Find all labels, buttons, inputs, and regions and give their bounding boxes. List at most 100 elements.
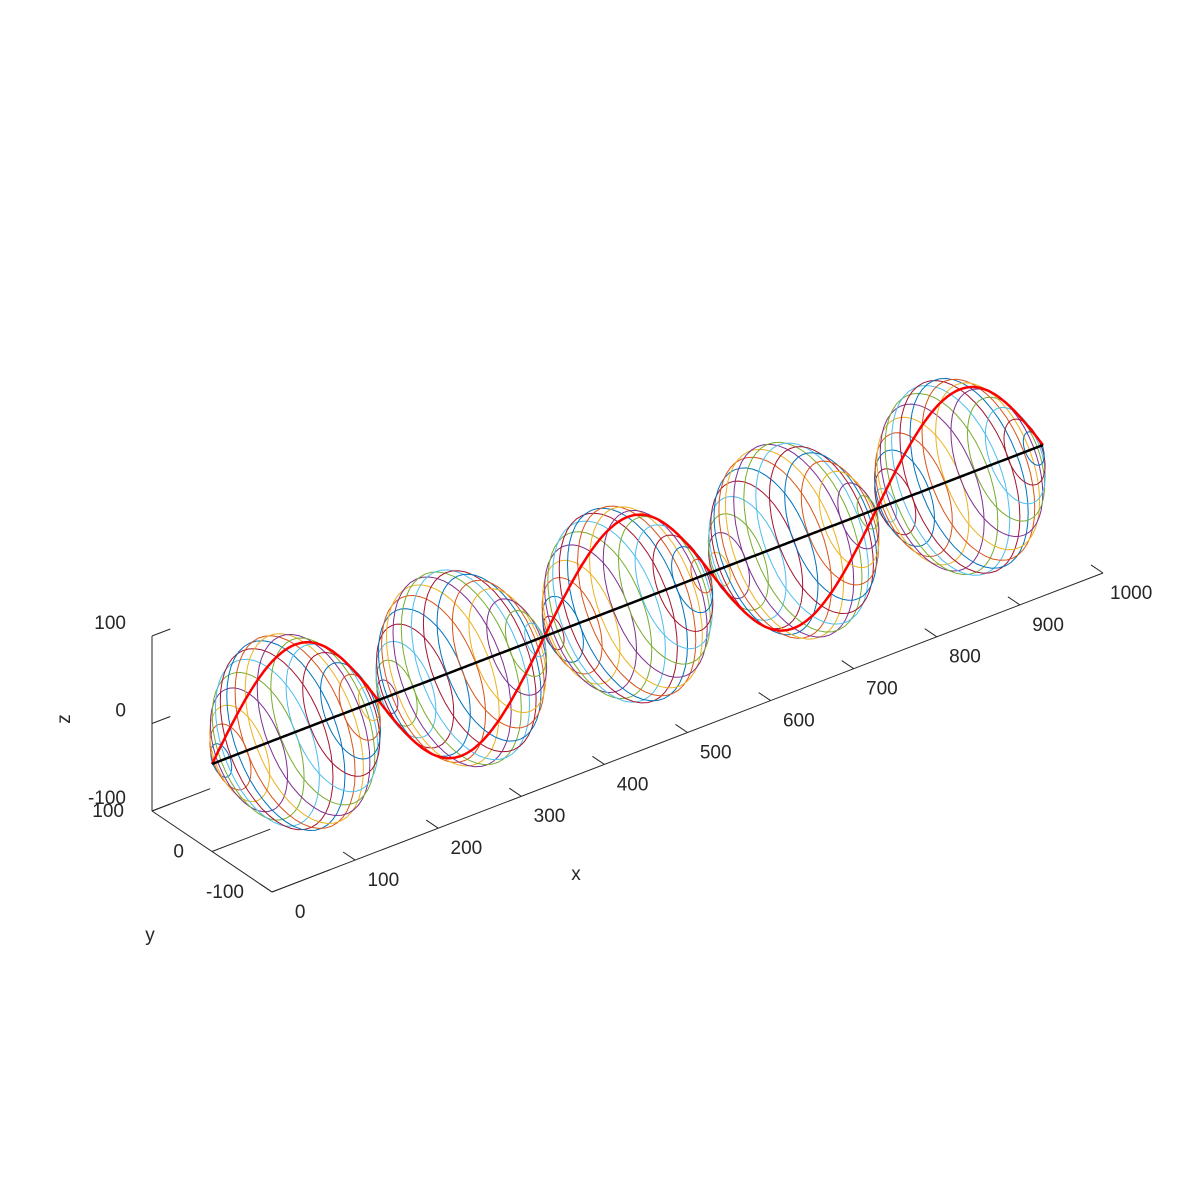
- ring-line: [319, 662, 382, 760]
- ring-line: [921, 378, 1036, 561]
- x-tick-label: 500: [700, 742, 732, 763]
- z-tick-mark: [151, 716, 171, 724]
- ring-line: [909, 377, 1029, 569]
- x-tick-mark: [1090, 564, 1104, 574]
- ring-line: [422, 570, 537, 753]
- series-lines: [210, 385, 1044, 766]
- ring-line: [671, 546, 714, 614]
- ring-line: [377, 608, 471, 757]
- x-tick-mark: [758, 692, 771, 702]
- center-axis-line: [211, 443, 1044, 766]
- ring-line: [755, 442, 870, 625]
- ring-line: [724, 448, 845, 640]
- ring-line: [950, 388, 1044, 538]
- x-tick-mark: [924, 628, 938, 638]
- x-tick-mark: [1007, 596, 1021, 606]
- ring-line: [617, 515, 711, 665]
- x-tick-mark: [675, 723, 688, 733]
- x-tick-label: 1000: [1110, 583, 1152, 604]
- x-tick-label: 900: [1032, 615, 1064, 636]
- z-axis-label: z: [54, 714, 75, 724]
- x-tick-mark: [259, 883, 273, 893]
- y-tick-mark: [211, 828, 271, 852]
- x-tick-label: 800: [949, 647, 981, 668]
- x-tick-label: 0: [295, 902, 306, 923]
- ring-line: [602, 509, 708, 678]
- ring-line: [400, 571, 522, 766]
- ring-line: [589, 506, 703, 689]
- ring-line: [1022, 431, 1045, 466]
- ring-line: [690, 558, 713, 594]
- ring-line: [541, 595, 584, 663]
- z-tick-label: 0: [115, 701, 126, 722]
- y-tick-label: 0: [173, 842, 184, 863]
- x-tick-mark: [592, 755, 605, 765]
- ring-line: [544, 544, 638, 694]
- z-tick-label: -100: [88, 788, 126, 809]
- ring-line: [486, 598, 548, 696]
- x-tick-label: 400: [617, 774, 649, 795]
- x-tick-label: 100: [367, 870, 399, 891]
- ring-line: [524, 622, 547, 658]
- tick-labels: 01002003004005006007008009001000-1000100…: [88, 583, 1152, 923]
- z-tick-mark: [151, 628, 171, 637]
- x-tick-mark: [509, 787, 522, 797]
- ring-line: [577, 505, 697, 697]
- ring-line: [710, 480, 804, 630]
- ring-line: [392, 576, 512, 768]
- ring-line: [884, 392, 999, 576]
- ring-line: [743, 441, 863, 633]
- ring-line: [874, 432, 953, 558]
- y-tick-label: -100: [206, 882, 244, 903]
- ring-line: [285, 643, 379, 793]
- ring-line: [818, 470, 880, 569]
- x-tick-mark: [425, 819, 439, 829]
- ring-line: [873, 449, 936, 547]
- ring-line: [935, 382, 1041, 551]
- ring-line: [214, 658, 320, 827]
- ring-line: [211, 671, 305, 821]
- x-tick-mark: [841, 660, 854, 670]
- ring-line: [837, 482, 880, 550]
- sine-wave-line: [210, 385, 1044, 765]
- z-tick-mark: [151, 803, 171, 812]
- ring-line: [874, 468, 917, 536]
- ring-line: [209, 687, 289, 813]
- ring-line: [219, 648, 334, 831]
- z-tick-label: 100: [94, 613, 126, 634]
- ring-surface: [209, 377, 1046, 832]
- ring-line: [436, 573, 542, 742]
- ring-line: [558, 512, 678, 704]
- y-axis-label: y: [145, 925, 155, 946]
- ring-line: [542, 559, 621, 685]
- ring-line: [234, 635, 356, 829]
- ring-line: [338, 673, 381, 741]
- ring-line: [256, 633, 371, 817]
- ring-line: [768, 446, 874, 615]
- ring-line: [784, 452, 878, 601]
- ring-line: [733, 443, 855, 638]
- ring-line: [856, 495, 879, 530]
- ring-line: [879, 403, 985, 572]
- x-tick-label: 700: [866, 679, 898, 700]
- ring-line: [1003, 418, 1046, 486]
- x-tick-label: 600: [783, 711, 815, 732]
- ring-line: [566, 507, 689, 702]
- x-tick-label: 200: [451, 838, 483, 859]
- ring-line: [209, 704, 271, 803]
- axes: [151, 564, 1104, 893]
- ring-line: [899, 380, 1021, 574]
- x-axis-label: x: [571, 864, 581, 885]
- ring-line: [244, 633, 364, 824]
- ring-line: [552, 520, 666, 703]
- ring-line: [410, 569, 531, 761]
- ring-line: [541, 577, 603, 675]
- ring-line: [876, 416, 970, 566]
- y-tick-label: 100: [92, 801, 124, 822]
- ring-line: [385, 584, 500, 767]
- ring-line: [226, 640, 346, 832]
- ring-line: [891, 385, 1011, 576]
- ring-line: [451, 579, 545, 729]
- ring-line: [718, 456, 833, 639]
